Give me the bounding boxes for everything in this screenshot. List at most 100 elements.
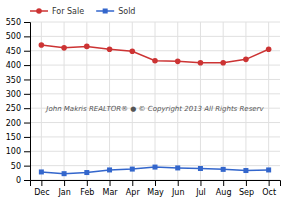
- x-tick-label: May: [147, 188, 164, 197]
- y-tick-mark: [24, 36, 30, 37]
- x-tick-label: Apr: [126, 188, 141, 197]
- y-tick: 500: [6, 32, 30, 41]
- legend-marker: [103, 9, 108, 14]
- point: [107, 46, 113, 52]
- point: [39, 169, 44, 174]
- grid-line-x: [132, 22, 133, 180]
- x-tick-mark: [155, 180, 156, 186]
- x-tick-label: Jan: [57, 188, 70, 197]
- y-tick-label: 100: [6, 147, 21, 156]
- chart: 0 50 100 150 200 250 300 350 400 450 500 550 Dec Jan F…: [0, 0, 290, 200]
- legend-label: Sold: [118, 7, 135, 16]
- x-tick-mark: [200, 180, 201, 186]
- y-tick: 350: [6, 76, 30, 85]
- y-tick: 450: [6, 47, 30, 56]
- y-tick: 50: [11, 162, 30, 171]
- x-tick-mark: [110, 180, 111, 186]
- x-tick: Apr: [126, 180, 141, 197]
- y-tick: 300: [6, 90, 30, 99]
- point: [175, 165, 180, 170]
- grid-line-x: [155, 22, 156, 180]
- x-tick-label: Mar: [102, 188, 118, 197]
- y-tick: 0: [16, 176, 30, 185]
- point: [62, 171, 67, 176]
- point: [221, 167, 226, 172]
- x-tick-label: Sep: [239, 188, 254, 197]
- grid-line-x: [245, 22, 246, 180]
- x-tick: Feb: [80, 180, 94, 197]
- x-tick-label: Feb: [80, 188, 94, 197]
- x-tick: Sep: [239, 180, 254, 197]
- y-axis: 0 50 100 150 200 250 300 350 400 450 500 550: [6, 18, 31, 185]
- y-tick-mark: [24, 79, 30, 80]
- y-tick-mark: [24, 51, 30, 52]
- y-tick-label: 300: [6, 90, 21, 99]
- plot-area: 0 50 100 150 200 250 300 350 400 450 500 550 Dec Jan F…: [6, 18, 281, 197]
- point: [198, 60, 204, 66]
- grid-line-x: [223, 22, 224, 180]
- x-tick-label: Dec: [34, 188, 49, 197]
- point: [198, 166, 203, 171]
- y-tick-mark: [24, 137, 30, 138]
- y-tick: 550: [6, 18, 30, 27]
- x-axis: DecJanFebMarAprMayJunJulAugSepOct: [31, 180, 281, 197]
- y-tick: 250: [6, 104, 30, 113]
- x-tick: Jan: [57, 180, 70, 197]
- point: [243, 168, 248, 173]
- legend-label: For Sale: [52, 7, 84, 16]
- y-tick-mark: [24, 166, 30, 167]
- y-tick-mark: [24, 22, 30, 23]
- x-tick: Aug: [216, 180, 232, 197]
- x-axis-line: [31, 181, 281, 187]
- x-tick: May: [147, 180, 164, 197]
- y-tick-mark: [24, 180, 30, 181]
- grid-line-x: [268, 22, 269, 180]
- legend-item: For Sale: [30, 7, 84, 16]
- x-tick: Dec: [34, 180, 49, 197]
- point: [61, 45, 67, 51]
- x-tick-mark: [269, 180, 270, 186]
- y-tick-mark: [24, 65, 30, 66]
- point: [220, 60, 226, 66]
- x-tick-label: Jun: [171, 188, 185, 197]
- y-tick-label: 200: [6, 119, 21, 128]
- x-tick-label: Aug: [216, 188, 232, 197]
- grid: [30, 22, 280, 180]
- legend-marker: [36, 8, 42, 14]
- point: [153, 165, 158, 170]
- y-tick: 400: [6, 61, 30, 70]
- x-tick: Mar: [102, 180, 118, 197]
- y-tick-mark: [24, 94, 30, 95]
- x-tick-mark: [178, 180, 179, 186]
- x-tick-mark: [87, 180, 88, 186]
- point: [175, 59, 181, 65]
- y-axis-line: [24, 23, 31, 181]
- y-tick: 150: [6, 133, 30, 142]
- y-tick-label: 500: [6, 32, 21, 41]
- grid-line-x: [200, 22, 201, 180]
- marks: [39, 42, 272, 176]
- y-tick: 100: [6, 147, 30, 156]
- y-tick-label: 250: [6, 104, 21, 113]
- x-tick-mark: [246, 180, 247, 186]
- point: [107, 167, 112, 172]
- point: [39, 42, 45, 48]
- x-tick-mark: [223, 180, 224, 186]
- y-tick-label: 400: [6, 61, 21, 70]
- y-tick: 200: [6, 119, 30, 128]
- point: [266, 167, 271, 172]
- y-tick-label: 550: [6, 18, 21, 27]
- y-tick-label: 450: [6, 47, 21, 56]
- annotation: John Makris REALTOR® ● © Copyright 2013 …: [44, 105, 264, 113]
- y-tick-mark: [24, 123, 30, 124]
- y-tick-label: 150: [6, 133, 21, 142]
- point: [152, 58, 158, 64]
- legend-item: Sold: [96, 7, 135, 16]
- grid-line-x: [109, 22, 110, 180]
- grid-line-x: [177, 22, 178, 180]
- point: [130, 167, 135, 172]
- y-tick-label: 0: [16, 176, 21, 185]
- x-tick: Jun: [171, 180, 185, 197]
- y-tick-label: 350: [6, 76, 21, 85]
- point: [129, 49, 135, 55]
